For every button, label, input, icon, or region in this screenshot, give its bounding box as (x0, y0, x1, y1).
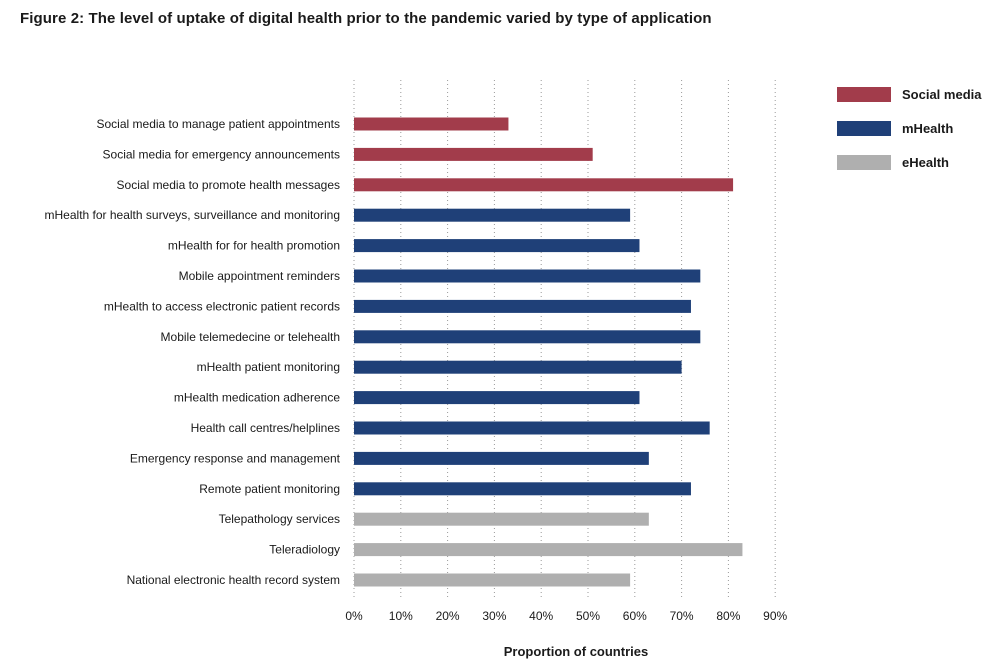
legend-swatch-ehealth (837, 155, 891, 170)
category-label: mHealth for health surveys, surveillance… (45, 208, 340, 222)
bar-telepathology-services (354, 512, 649, 526)
category-label: Remote patient monitoring (199, 482, 340, 496)
x-tick-label: 0% (345, 609, 363, 623)
category-label: Social media to manage patient appointme… (97, 117, 341, 131)
x-tick-label: 40% (529, 609, 553, 623)
legend-label-mhealth: mHealth (902, 121, 953, 136)
category-label: Mobile appointment reminders (179, 269, 340, 283)
x-tick-label: 80% (716, 609, 740, 623)
bar-mhealth-for-for-health-promotion (354, 239, 640, 253)
x-tick-label: 90% (763, 609, 787, 623)
bar-teleradiology (354, 543, 743, 557)
bar-mhealth-to-access-electronic-patient-records (354, 299, 691, 313)
bar-social-media-for-emergency-announcements (354, 147, 593, 161)
x-tick-label: 70% (670, 609, 694, 623)
x-tick-label: 10% (389, 609, 413, 623)
bar-remote-patient-monitoring (354, 482, 691, 496)
legend-swatch-mhealth (837, 121, 891, 136)
category-label: mHealth medication adherence (174, 391, 340, 405)
bar-national-electronic-health-record-system (354, 573, 631, 587)
legend-label-ehealth: eHealth (902, 155, 949, 170)
legend-label-social-media: Social media (902, 87, 982, 102)
legend-swatch-social-media (837, 87, 891, 102)
category-label: mHealth patient monitoring (197, 360, 340, 374)
bar-health-call-centres-helplines (354, 421, 710, 435)
bar-emergency-response-and-management (354, 451, 649, 465)
chart-title: Figure 2: The level of uptake of digital… (20, 10, 712, 27)
bar-mobile-appointment-reminders (354, 269, 701, 283)
bar-mhealth-patient-monitoring (354, 360, 682, 374)
bar-mobile-telemedecine-or-telehealth (354, 330, 701, 344)
category-label: mHealth to access electronic patient rec… (104, 299, 340, 313)
category-label: Social media for emergency announcements (103, 147, 340, 161)
category-label: Mobile telemedecine or telehealth (161, 330, 340, 344)
x-tick-label: 30% (482, 609, 506, 623)
category-label: mHealth for for health promotion (168, 239, 340, 253)
category-label: Health call centres/helplines (191, 421, 340, 435)
x-tick-label: 50% (576, 609, 600, 623)
category-label: Social media to promote health messages (117, 178, 340, 192)
bar-mhealth-medication-adherence (354, 391, 640, 405)
category-label: Teleradiology (269, 543, 340, 557)
category-label: Emergency response and management (130, 451, 341, 465)
category-label: National electronic health record system (127, 573, 340, 587)
x-tick-label: 20% (436, 609, 460, 623)
bar-social-media-to-manage-patient-appointments (354, 117, 509, 131)
x-axis-title: Proportion of countries (504, 644, 648, 659)
category-label: Telepathology services (219, 512, 340, 526)
bar-social-media-to-promote-health-messages (354, 178, 734, 192)
bar-mhealth-for-health-surveys-surveillance-and-monitoring (354, 208, 631, 222)
x-tick-label: 60% (623, 609, 647, 623)
